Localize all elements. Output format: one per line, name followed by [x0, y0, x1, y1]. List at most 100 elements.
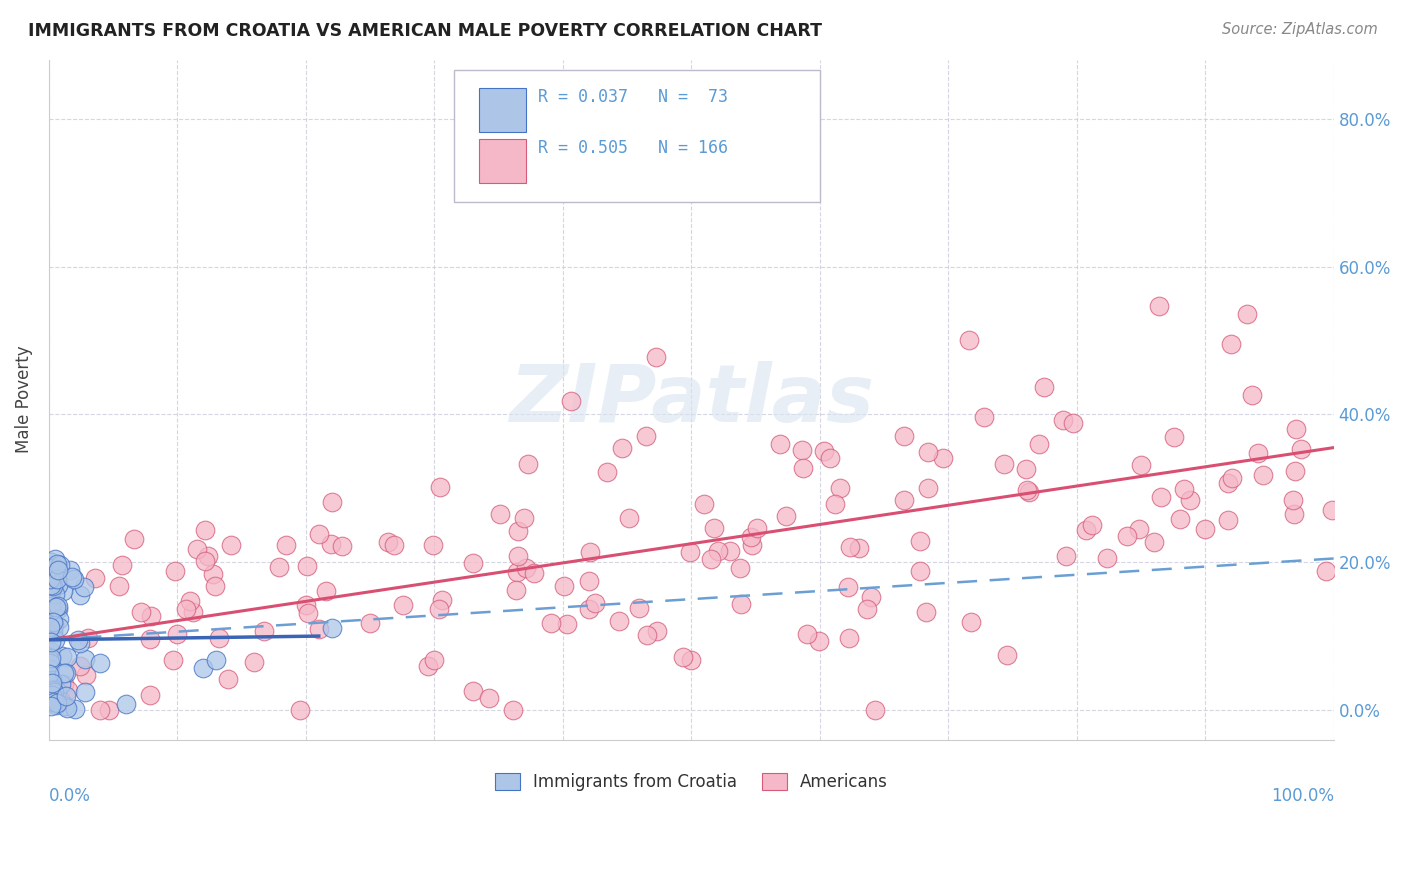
Point — [59, 562, 82, 576]
Point — [62, 572, 84, 586]
Point — [893, 429, 915, 443]
Point — [645, 624, 668, 638]
Point — [1115, 529, 1137, 543]
Point — [41, 673, 63, 687]
Point — [960, 615, 983, 629]
Point — [607, 614, 630, 628]
Point — [276, 538, 298, 552]
Point — [41, 688, 63, 702]
Point — [1289, 442, 1312, 456]
Point — [191, 661, 214, 675]
Point — [38, 663, 60, 677]
Point — [48, 612, 70, 626]
Point — [39, 558, 62, 573]
Point — [636, 628, 658, 642]
Point — [359, 615, 381, 630]
Point — [893, 493, 915, 508]
Point — [201, 567, 224, 582]
Point — [838, 631, 860, 645]
Point — [39, 635, 62, 649]
Point — [39, 599, 62, 614]
Point — [693, 497, 716, 511]
Point — [181, 605, 204, 619]
Point — [957, 333, 980, 347]
Point — [42, 615, 65, 630]
Point — [1054, 549, 1077, 563]
FancyBboxPatch shape — [479, 88, 526, 131]
Point — [478, 691, 501, 706]
Point — [174, 601, 197, 615]
Point — [917, 481, 939, 495]
Point — [49, 694, 72, 708]
Point — [41, 690, 63, 705]
Point — [48, 577, 70, 591]
Point — [855, 602, 877, 616]
Point — [730, 597, 752, 611]
Point — [41, 579, 63, 593]
Point — [39, 577, 62, 591]
Point — [741, 538, 763, 552]
Point — [706, 544, 728, 558]
Point — [1052, 413, 1074, 427]
Point — [44, 633, 66, 648]
Point — [422, 538, 444, 552]
Point — [908, 564, 931, 578]
Point — [837, 580, 859, 594]
Point — [56, 650, 79, 665]
Point — [1173, 482, 1195, 496]
Point — [69, 658, 91, 673]
Text: R = 0.037   N =  73: R = 0.037 N = 73 — [538, 87, 728, 106]
Point — [1081, 517, 1104, 532]
Point — [377, 535, 399, 549]
Text: IMMIGRANTS FROM CROATIA VS AMERICAN MALE POVERTY CORRELATION CHART: IMMIGRANTS FROM CROATIA VS AMERICAN MALE… — [28, 22, 823, 40]
Point — [775, 509, 797, 524]
Legend: Immigrants from Croatia, Americans: Immigrants from Croatia, Americans — [486, 764, 897, 799]
Point — [219, 538, 242, 552]
Point — [1284, 464, 1306, 478]
Point — [506, 549, 529, 563]
Text: 0.0%: 0.0% — [49, 787, 91, 805]
Point — [636, 429, 658, 443]
Point — [506, 565, 529, 579]
Point — [1128, 522, 1150, 536]
Point — [58, 682, 80, 697]
Point — [267, 560, 290, 574]
Point — [1147, 299, 1170, 313]
Point — [208, 632, 231, 646]
Point — [84, 571, 107, 585]
Point — [45, 683, 67, 698]
Point — [1216, 513, 1239, 527]
Point — [39, 651, 62, 665]
Point — [39, 685, 62, 699]
Point — [194, 553, 217, 567]
Point — [863, 703, 886, 717]
Point — [818, 450, 841, 465]
Point — [308, 622, 330, 636]
Point — [502, 703, 524, 717]
Point — [46, 558, 69, 572]
Point — [769, 437, 792, 451]
Point — [628, 601, 651, 615]
Point — [217, 672, 239, 686]
Point — [1062, 417, 1084, 431]
Point — [42, 618, 65, 632]
Point — [1015, 483, 1038, 497]
Point — [515, 561, 537, 575]
Point — [89, 703, 111, 717]
Point — [48, 601, 70, 615]
Point — [321, 620, 343, 634]
Point — [138, 688, 160, 702]
Point — [45, 572, 67, 586]
Point — [39, 645, 62, 659]
Point — [579, 545, 602, 559]
Point — [139, 632, 162, 647]
Point — [45, 698, 67, 712]
Point — [295, 558, 318, 573]
Point — [382, 538, 405, 552]
Point — [679, 653, 702, 667]
Point — [46, 696, 69, 710]
Point — [644, 351, 666, 365]
Point — [51, 584, 73, 599]
Point — [197, 549, 219, 564]
Point — [205, 653, 228, 667]
